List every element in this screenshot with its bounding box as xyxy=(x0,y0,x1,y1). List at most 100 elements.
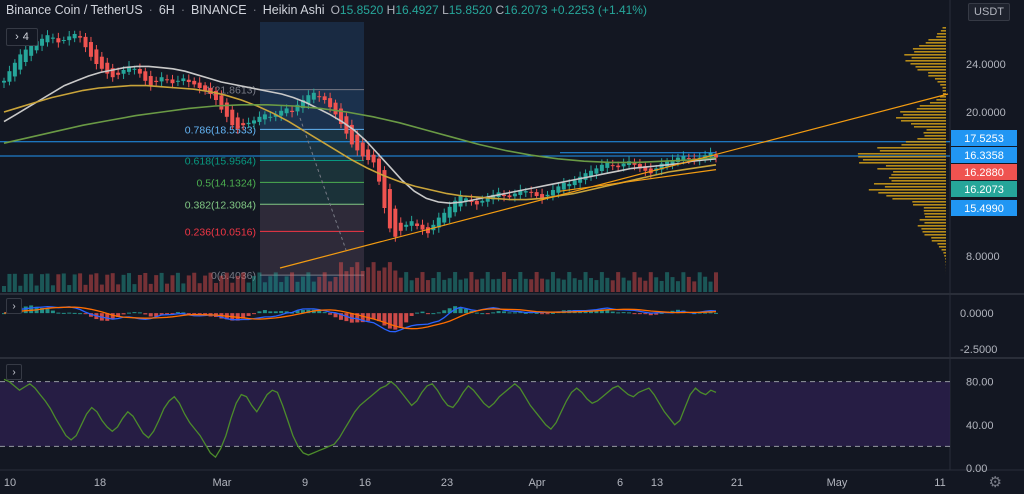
volume-profile-bar xyxy=(885,165,946,167)
volume-bar xyxy=(502,272,507,292)
candle-body xyxy=(12,62,17,77)
volume-profile-bar xyxy=(874,183,946,185)
macd-histogram-bar xyxy=(387,313,392,329)
macd-histogram-bar xyxy=(540,313,545,315)
candle-body xyxy=(458,196,463,207)
macd-histogram-bar xyxy=(474,312,479,314)
volume-bar xyxy=(279,282,284,292)
price-label-badge xyxy=(951,147,1017,163)
candle-body xyxy=(116,72,121,75)
macd-histogram-bar xyxy=(480,313,485,315)
volume-bar xyxy=(431,278,436,292)
macd-histogram-bar xyxy=(110,313,115,320)
macd-histogram-bar xyxy=(371,313,376,320)
candle-body xyxy=(708,152,713,157)
volume-profile-bar xyxy=(905,60,946,62)
volume-bar xyxy=(534,272,539,292)
macd-histogram-bar xyxy=(714,312,718,314)
volume-profile-bar xyxy=(924,222,946,224)
volume-profile-bar xyxy=(937,81,946,83)
indicator-count: 4 xyxy=(22,31,29,43)
indicators-toggle-button[interactable]: › 4 xyxy=(6,28,38,46)
candle-body xyxy=(29,44,34,56)
symbol-name[interactable]: Binance Coin / TetherUS xyxy=(6,3,143,17)
candle-body xyxy=(300,100,305,109)
volume-profile-bar xyxy=(940,30,946,32)
volume-profile-bar xyxy=(937,33,946,35)
settings-gear-icon[interactable]: ⚙ xyxy=(988,474,1002,491)
macd-histogram-bar xyxy=(159,313,164,315)
macd-histogram-bar xyxy=(697,312,702,314)
candle-body xyxy=(349,124,354,145)
macd-histogram-bar xyxy=(192,313,197,315)
macd-histogram-bar xyxy=(610,311,615,314)
volume-bar xyxy=(137,274,142,292)
volume-bar xyxy=(409,280,414,292)
candle-body xyxy=(681,156,686,160)
volume-profile-bar xyxy=(891,180,946,182)
macd-histogram-bar xyxy=(338,313,343,320)
candle-body xyxy=(290,110,295,112)
macd-histogram-bar xyxy=(703,312,708,314)
interval-label[interactable]: 6H xyxy=(158,3,175,17)
volume-profile-bar xyxy=(912,201,946,203)
volume-bar xyxy=(88,274,93,292)
macd-histogram-bar xyxy=(148,313,153,317)
macd-histogram-bar xyxy=(415,312,420,314)
price-label-text: 16.3358 xyxy=(964,150,1004,162)
candle-body xyxy=(453,200,458,213)
macd-histogram-bar xyxy=(29,305,34,314)
volume-bar xyxy=(83,284,88,292)
volume-bar xyxy=(436,272,441,292)
volume-bar xyxy=(588,278,593,292)
macd-histogram-bar xyxy=(627,312,632,314)
price-label-text: 16.2073 xyxy=(964,184,1004,196)
volume-bar xyxy=(496,278,501,292)
volume-bar xyxy=(637,277,642,292)
volume-bar xyxy=(398,277,403,292)
candle-body xyxy=(382,170,387,208)
macd-histogram-bar xyxy=(83,313,88,315)
time-axis-label: 16 xyxy=(359,477,371,489)
candle-body xyxy=(588,170,593,177)
candle-body xyxy=(643,166,648,171)
price-label-text: 15.4990 xyxy=(964,203,1004,215)
candle-body xyxy=(534,192,539,196)
candle-body xyxy=(241,123,246,126)
macd-histogram-bar xyxy=(257,311,262,314)
volume-profile-bar xyxy=(924,234,946,236)
macd-histogram-bar xyxy=(143,313,148,315)
volume-bar xyxy=(34,285,39,292)
volume-bar xyxy=(442,279,447,292)
price-label-badge xyxy=(951,200,1017,216)
volume-bar xyxy=(648,272,653,292)
chart-legend: Binance Coin / TetherUS · 6H · BINANCE ·… xyxy=(6,3,647,17)
macd-pane-toggle[interactable]: › xyxy=(6,298,22,314)
volume-bar xyxy=(306,272,311,292)
volume-bar xyxy=(670,277,675,292)
macd-histogram-bar xyxy=(78,313,83,315)
candle-body xyxy=(154,80,159,82)
volume-bar xyxy=(453,272,458,292)
volume-bar xyxy=(94,273,99,292)
macd-histogram-bar xyxy=(295,310,300,314)
candle-body xyxy=(415,223,420,226)
volume-bar xyxy=(523,278,528,292)
volume-bar xyxy=(333,276,338,292)
volume-bar xyxy=(45,273,50,292)
volume-profile-bar xyxy=(942,87,946,89)
ohlc-values: O15.8520 H16.4927 L15.8520 C16.2073 +0.2… xyxy=(330,3,647,17)
volume-bar xyxy=(545,279,550,292)
volume-bar xyxy=(295,281,300,292)
volume-bar xyxy=(61,273,66,292)
macd-histogram-bar xyxy=(496,311,501,314)
volume-bar xyxy=(627,280,632,292)
rsi-pane-toggle[interactable]: › xyxy=(6,364,22,380)
candle-body xyxy=(105,62,110,74)
currency-button[interactable]: USDT xyxy=(968,3,1010,21)
candle-body xyxy=(338,108,343,124)
volume-bar xyxy=(12,273,17,292)
macd-histogram-bar xyxy=(643,313,648,315)
macd-histogram-bar xyxy=(382,313,387,326)
